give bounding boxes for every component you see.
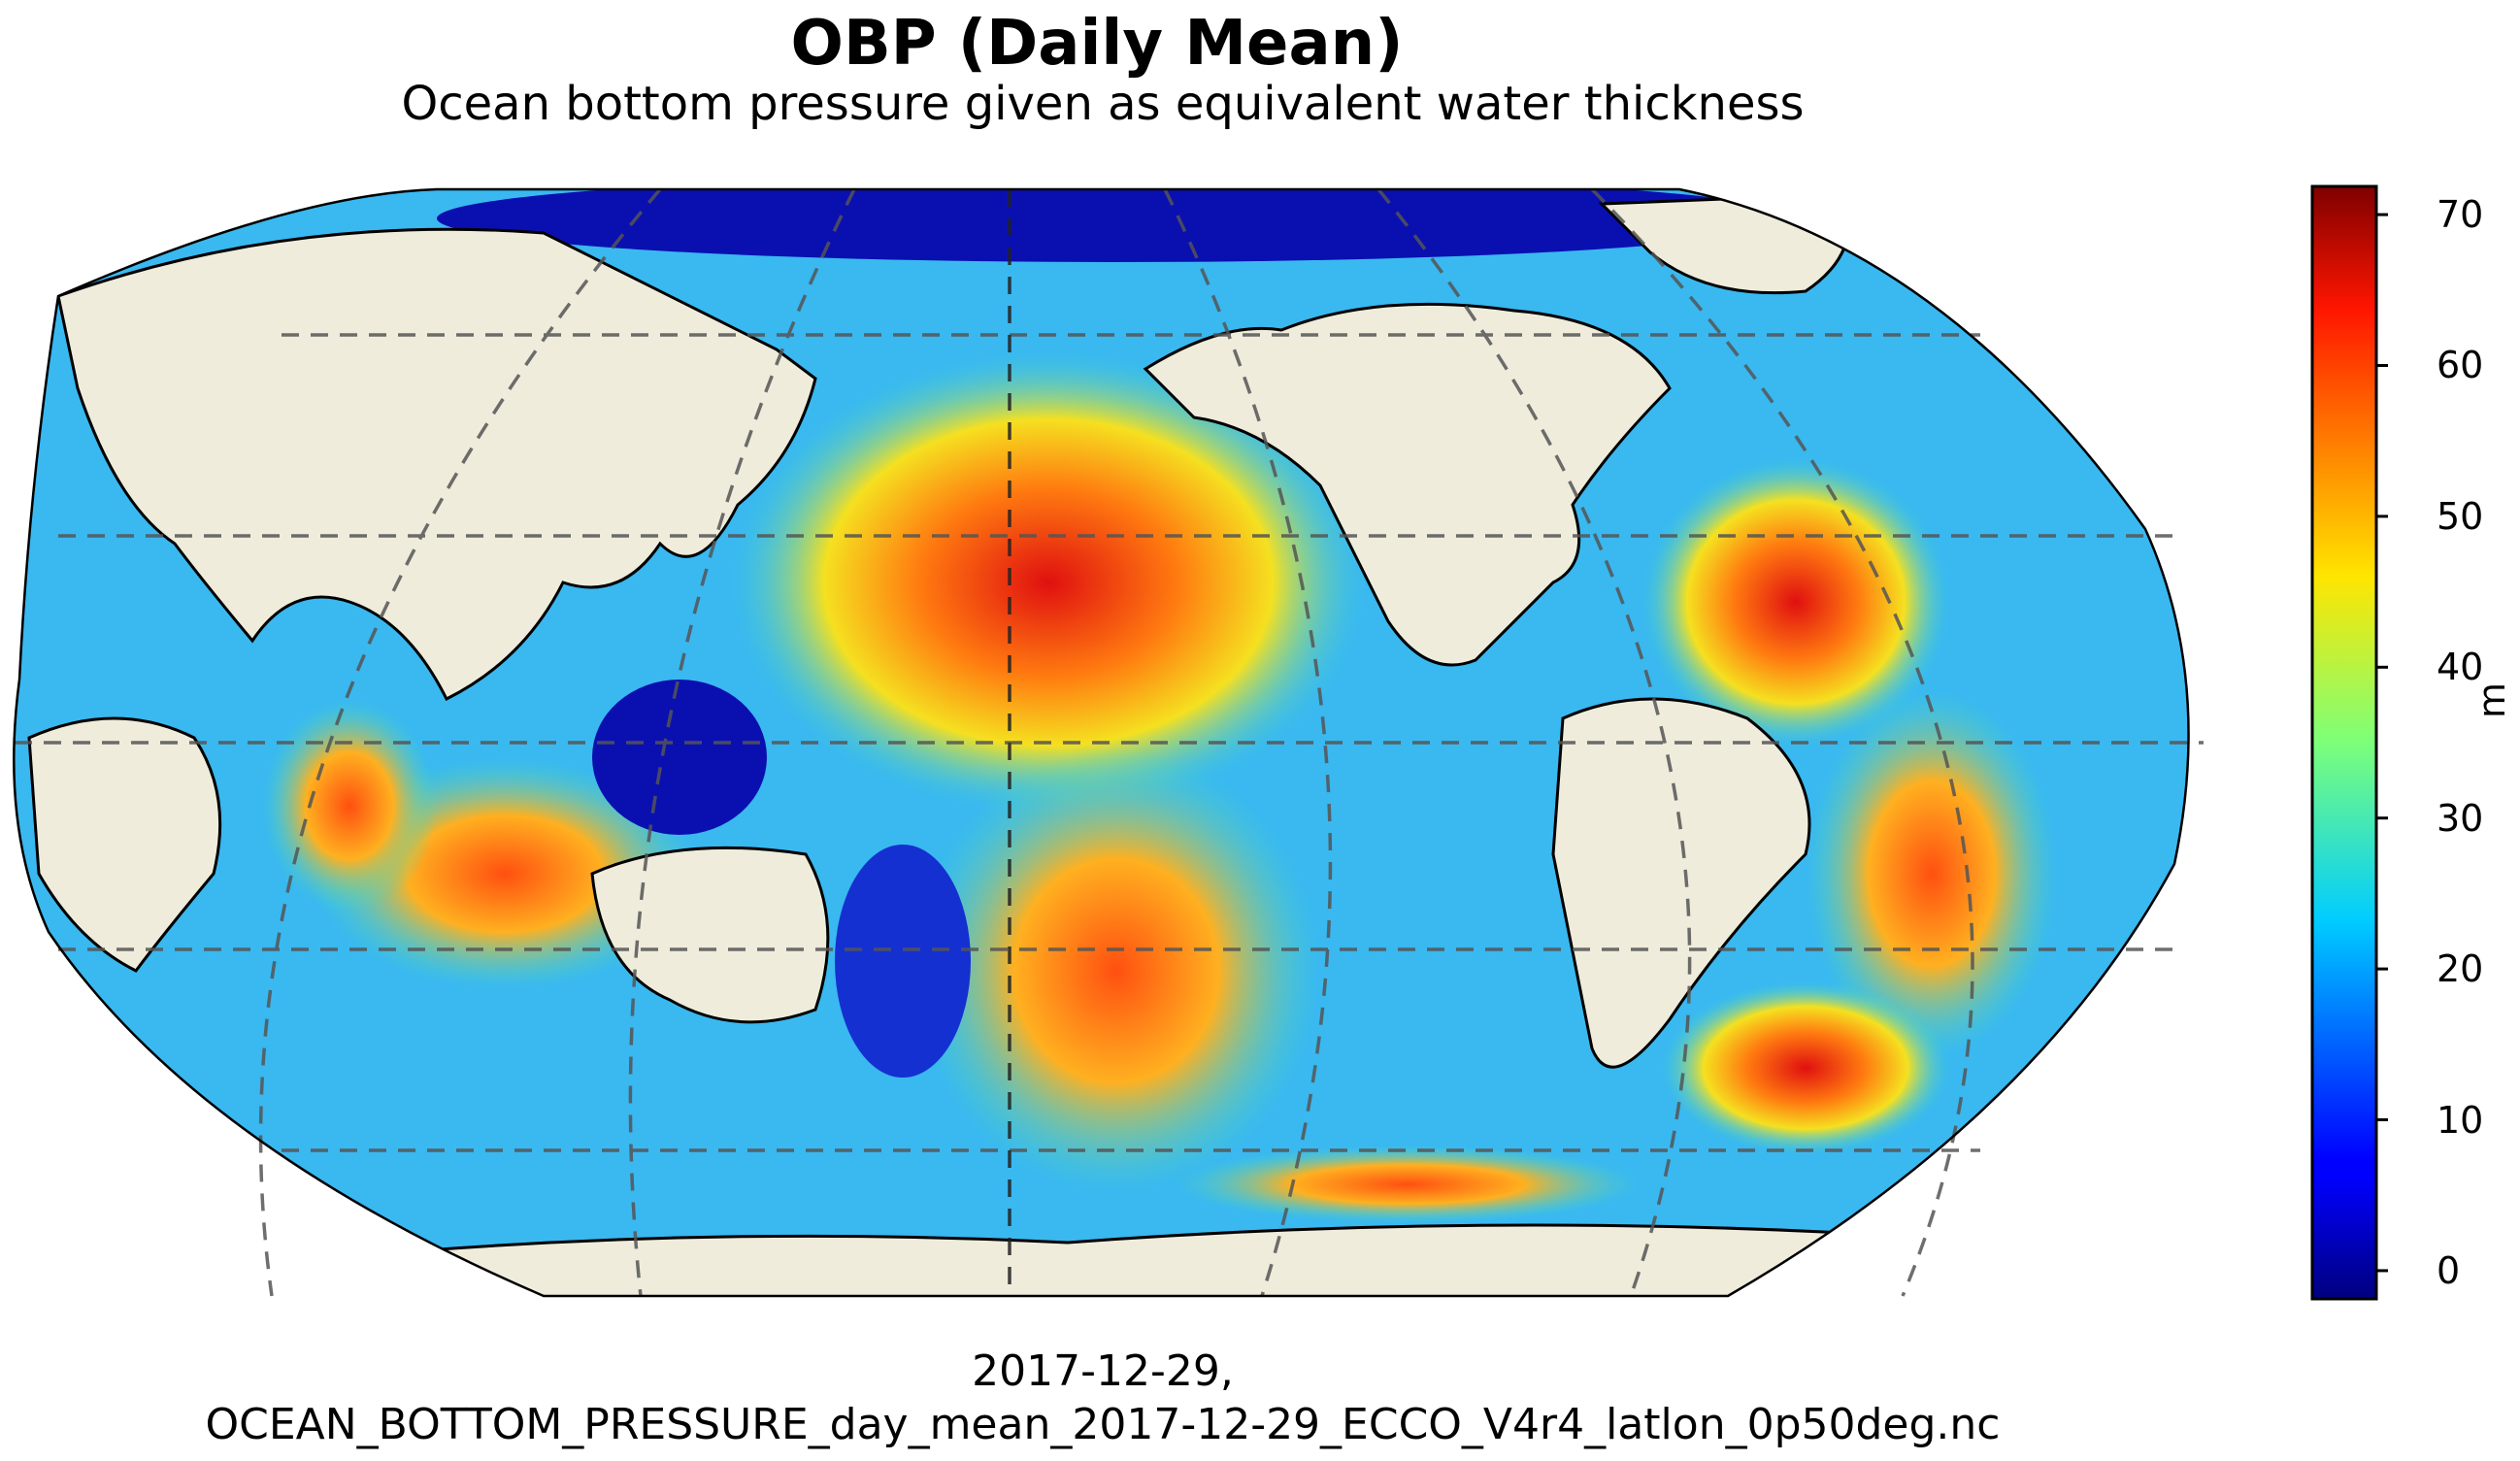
central-pacific-basin (912, 747, 1320, 1194)
meridian-w1 (628, 188, 856, 1297)
eurasia-landmass (56, 227, 817, 702)
south-america-landmass (1551, 697, 1811, 1069)
footer-date: 2017-12-29, (972, 1346, 1234, 1396)
colorbar-tick-30: 30 (2437, 796, 2484, 840)
footer-filename: OCEAN_BOTTOM_PRESSURE_day_mean_2017-12-2… (205, 1400, 2001, 1449)
north-atlantic-basin (1641, 456, 1951, 747)
west-indian-basin (262, 699, 437, 913)
south-ocean-band (1175, 1146, 1641, 1223)
map-title: OBP (Daily Mean) (790, 8, 1404, 80)
meridian-e2 (1376, 187, 1692, 1297)
tasman-shelf (835, 845, 971, 1078)
north-pacific-basin (728, 349, 1369, 815)
argentine-basin (1660, 980, 1951, 1155)
globe-outline (13, 187, 2190, 1298)
map-subtitle: Ocean bottom pressure given as equivalen… (401, 77, 1805, 131)
colorbar-tick-60: 60 (2437, 344, 2484, 387)
africa-landmass (27, 716, 222, 973)
arctic-shelf (437, 189, 1796, 262)
south-atlantic-basin (1806, 689, 2058, 1058)
meridian-w2 (258, 187, 662, 1297)
australia-landmass (590, 846, 830, 1024)
colorbar-tick-0: 0 (2437, 1248, 2461, 1292)
colorbar-tick-20: 20 (2437, 947, 2484, 991)
meridian-e3 (1590, 187, 1974, 1297)
indonesia-shelf (592, 680, 767, 835)
colorbar-tick-70: 70 (2437, 193, 2484, 237)
colorbar-tick-50: 50 (2437, 494, 2484, 538)
meridian-e1 (1163, 188, 1333, 1297)
world-map (13, 187, 2204, 1298)
colorbar-tick-40: 40 (2437, 646, 2484, 689)
colorbar-tick-10: 10 (2437, 1098, 2484, 1142)
colorbar-label: m (2470, 681, 2513, 718)
colorbar (2310, 184, 2388, 1301)
